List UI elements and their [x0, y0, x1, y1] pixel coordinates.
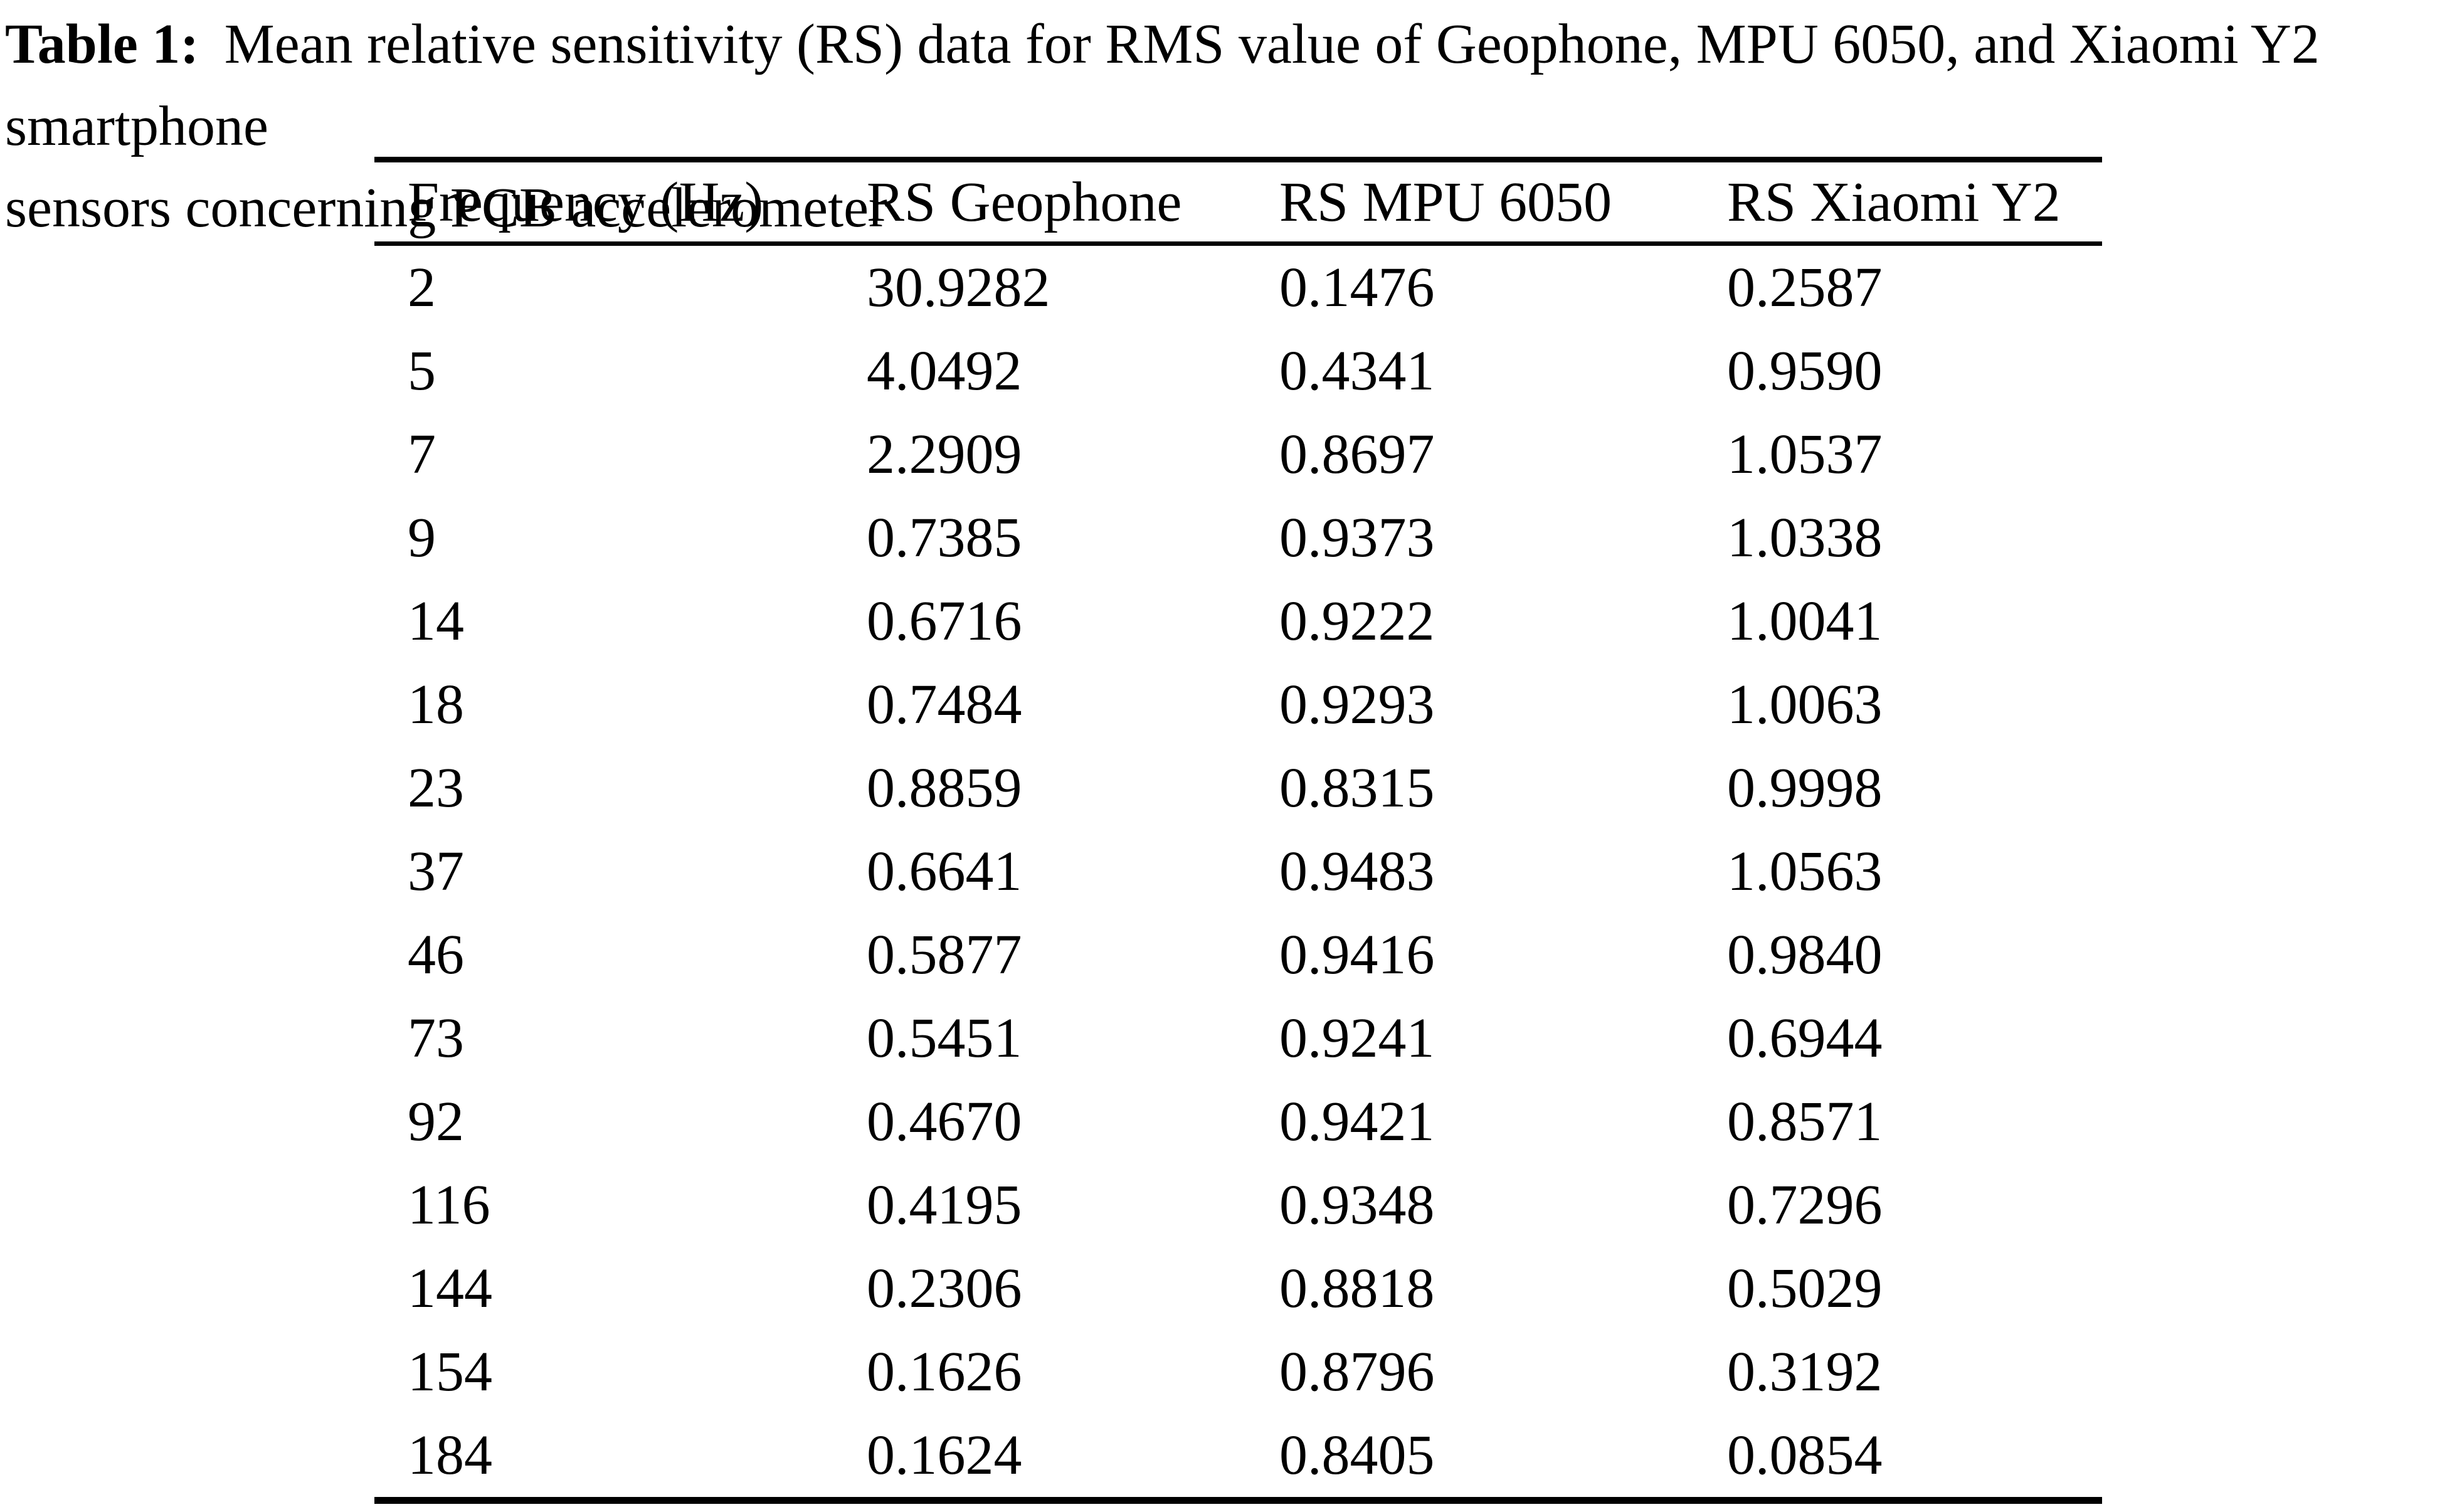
- cell-rs-geophone: 0.5451: [867, 1007, 1022, 1069]
- cell-rs-xiaomi-y2: 0.9998: [1727, 757, 1883, 819]
- cell-frequency-hz: 116: [408, 1174, 490, 1236]
- cell-frequency-hz: 144: [408, 1257, 492, 1319]
- cell-rs-mpu-6050: 0.8405: [1279, 1424, 1435, 1486]
- cell-frequency-hz: 18: [408, 674, 464, 736]
- cell-rs-mpu-6050: 0.4341: [1279, 340, 1435, 402]
- cell-frequency-hz: 14: [408, 590, 464, 652]
- cell-rs-mpu-6050: 0.9421: [1279, 1091, 1435, 1153]
- cell-rs-mpu-6050: 0.8796: [1279, 1341, 1435, 1403]
- table-body: 2 30.9282 0.1476 0.2587 5 4.0492 0.4341 0.9590 7…: [374, 244, 2102, 1501]
- cell-rs-mpu-6050: 0.9348: [1279, 1174, 1435, 1236]
- cell-rs-mpu-6050: 0.9293: [1279, 674, 1435, 736]
- table-row: 23 0.8859 0.8315 0.9998: [374, 746, 2102, 830]
- cell-rs-geophone: 0.4195: [867, 1174, 1022, 1236]
- cell-frequency-hz: 154: [408, 1341, 492, 1403]
- table-row: 14 0.6716 0.9222 1.0041: [374, 579, 2102, 663]
- cell-rs-xiaomi-y2: 0.3192: [1727, 1341, 1883, 1403]
- cell-rs-mpu-6050: 0.9483: [1279, 840, 1435, 902]
- cell-frequency-hz: 92: [408, 1091, 464, 1153]
- cell-rs-geophone: 0.6641: [867, 840, 1022, 902]
- cell-rs-xiaomi-y2: 0.2587: [1727, 256, 1883, 319]
- cell-frequency-hz: 46: [408, 924, 464, 986]
- cell-rs-mpu-6050: 0.9222: [1279, 590, 1435, 652]
- cell-frequency-hz: 9: [408, 507, 436, 569]
- table-row: 144 0.2306 0.8818 0.5029: [374, 1247, 2102, 1330]
- table-row: 18 0.7484 0.9293 1.0063: [374, 663, 2102, 746]
- cell-rs-mpu-6050: 0.9416: [1279, 924, 1435, 986]
- table-row: 37 0.6641 0.9483 1.0563: [374, 830, 2102, 913]
- cell-rs-geophone: 0.5877: [867, 924, 1022, 986]
- table-caption-label: Table 1:: [5, 13, 199, 75]
- cell-rs-geophone: 0.7385: [867, 507, 1022, 569]
- cell-rs-xiaomi-y2: 0.9590: [1727, 340, 1883, 402]
- cell-frequency-hz: 23: [408, 757, 464, 819]
- cell-rs-mpu-6050: 0.9373: [1279, 507, 1435, 569]
- cell-frequency-hz: 37: [408, 840, 464, 902]
- col-header-rs-mpu-6050: RS MPU 6050: [1246, 159, 1694, 246]
- cell-rs-geophone: 0.8859: [867, 757, 1022, 819]
- cell-rs-xiaomi-y2: 1.0563: [1727, 840, 1883, 902]
- cell-rs-mpu-6050: 0.8818: [1279, 1257, 1435, 1319]
- col-header-rs-geophone: RS Geophone: [833, 159, 1246, 246]
- table-row: 46 0.5877 0.9416 0.9840: [374, 913, 2102, 997]
- cell-rs-xiaomi-y2: 1.0063: [1727, 674, 1883, 736]
- table-row: 154 0.1626 0.8796 0.3192: [374, 1330, 2102, 1414]
- cell-frequency-hz: 73: [408, 1007, 464, 1069]
- cell-rs-geophone: 0.6716: [867, 590, 1022, 652]
- cell-rs-geophone: 4.0492: [867, 340, 1022, 402]
- cell-rs-xiaomi-y2: 1.0338: [1727, 507, 1883, 569]
- table-row: 73 0.5451 0.9241 0.6944: [374, 997, 2102, 1080]
- cell-rs-geophone: 0.1624: [867, 1424, 1022, 1486]
- cell-rs-mpu-6050: 0.8697: [1279, 423, 1435, 485]
- cell-rs-xiaomi-y2: 0.9840: [1727, 924, 1883, 986]
- cell-rs-mpu-6050: 0.1476: [1279, 256, 1435, 319]
- cell-rs-mpu-6050: 0.9241: [1279, 1007, 1435, 1069]
- cell-frequency-hz: 184: [408, 1424, 492, 1486]
- sensitivity-table: Frequency (Hz) RS Geophone RS MPU 6050 R…: [374, 157, 2102, 1504]
- cell-rs-xiaomi-y2: 0.6944: [1727, 1007, 1883, 1069]
- table-row: 7 2.2909 0.8697 1.0537: [374, 413, 2102, 496]
- table-row: 116 0.4195 0.9348 0.7296: [374, 1163, 2102, 1247]
- table-row: 184 0.1624 0.8405 0.0854: [374, 1414, 2102, 1501]
- table-row: 2 30.9282 0.1476 0.2587: [374, 244, 2102, 330]
- cell-rs-mpu-6050: 0.8315: [1279, 757, 1435, 819]
- cell-frequency-hz: 5: [408, 340, 436, 402]
- cell-rs-xiaomi-y2: 0.0854: [1727, 1424, 1883, 1486]
- cell-rs-xiaomi-y2: 0.8571: [1727, 1091, 1883, 1153]
- col-header-frequency: Frequency (Hz): [374, 159, 833, 246]
- cell-rs-geophone: 30.9282: [867, 256, 1050, 319]
- cell-frequency-hz: 7: [408, 423, 436, 485]
- cell-rs-xiaomi-y2: 0.5029: [1727, 1257, 1883, 1319]
- cell-rs-geophone: 0.1626: [867, 1341, 1022, 1403]
- header-row: Frequency (Hz) RS Geophone RS MPU 6050 R…: [374, 159, 2102, 246]
- cell-rs-geophone: 0.7484: [867, 674, 1022, 736]
- table-row: 5 4.0492 0.4341 0.9590: [374, 329, 2102, 413]
- table-row: 92 0.4670 0.9421 0.8571: [374, 1080, 2102, 1163]
- col-header-rs-xiaomi-y2: RS Xiaomi Y2: [1694, 159, 2102, 246]
- cell-frequency-hz: 2: [408, 256, 436, 319]
- table-row: 9 0.7385 0.9373 1.0338: [374, 496, 2102, 579]
- cell-rs-geophone: 2.2909: [867, 423, 1022, 485]
- cell-rs-xiaomi-y2: 0.7296: [1727, 1174, 1883, 1236]
- cell-rs-xiaomi-y2: 1.0537: [1727, 423, 1883, 485]
- table-caption-line1: Mean relative sensitivity (RS) data for …: [5, 13, 2320, 157]
- cell-rs-xiaomi-y2: 1.0041: [1727, 590, 1883, 652]
- cell-rs-geophone: 0.2306: [867, 1257, 1022, 1319]
- cell-rs-geophone: 0.4670: [867, 1091, 1022, 1153]
